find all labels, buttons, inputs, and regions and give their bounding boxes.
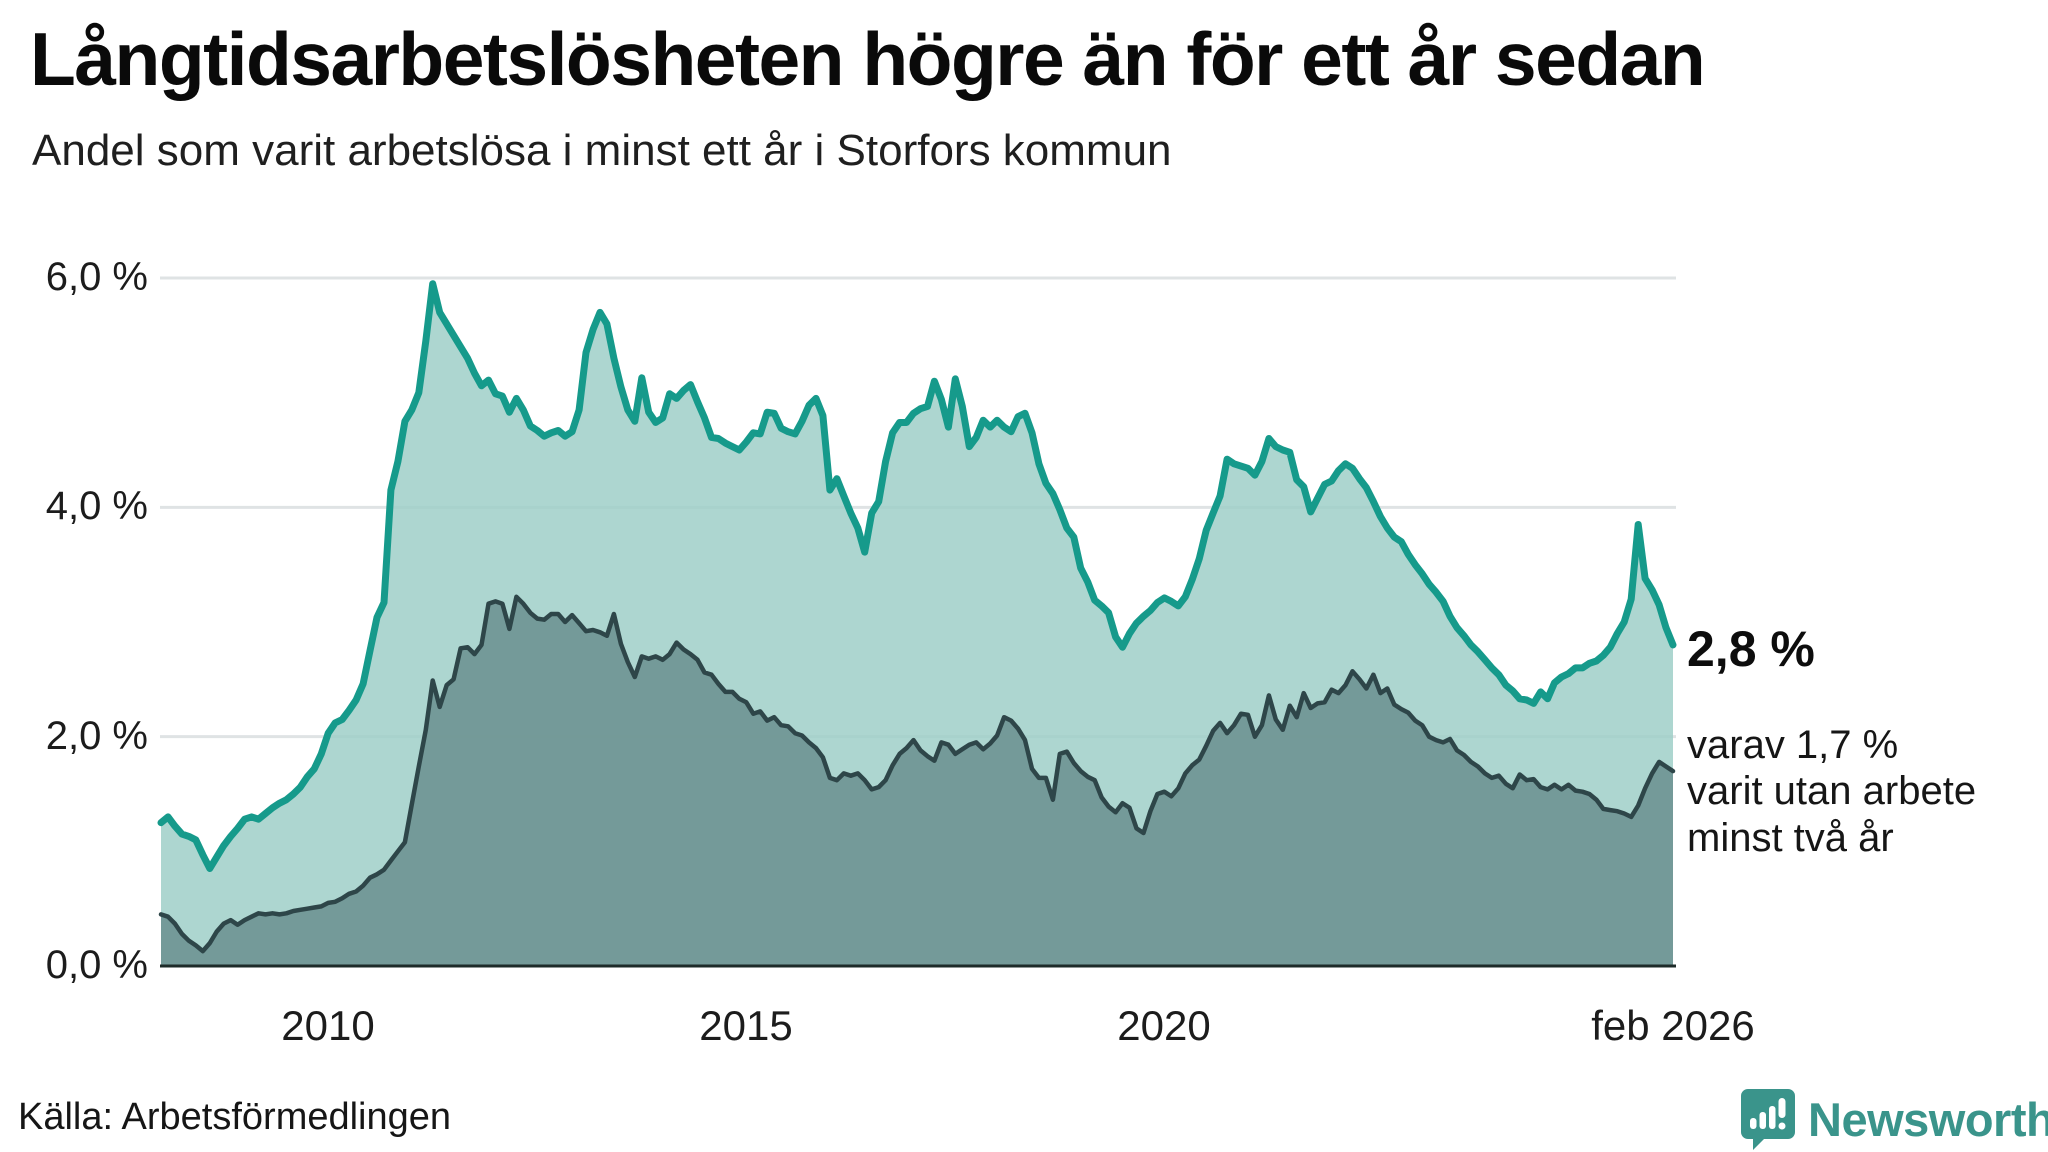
chart-speech-bubble-icon <box>1741 1089 1795 1150</box>
source-credit: Källa: Arbetsförmedlingen <box>18 1096 452 1138</box>
series-areas <box>161 283 1673 966</box>
series-end-note: varav 1,7 % varit utan arbete minst två … <box>1687 722 1976 861</box>
y-tick-label: 4,0 % <box>45 484 148 529</box>
series-end-value-label: 2,8 % <box>1687 621 1815 677</box>
page-title: Långtidsarbetslösheten högre än för ett … <box>30 17 1706 101</box>
end-note-line: varav 1,7 % <box>1687 723 1899 767</box>
x-tick-label: 2010 <box>281 1002 375 1049</box>
series-lines <box>157 280 1677 954</box>
y-tick-label: 0,0 % <box>45 943 148 987</box>
page-subtitle: Andel som varit arbetslösa i minst ett å… <box>32 126 1172 175</box>
x-tick-label: 2015 <box>699 1002 793 1049</box>
end-note-line: minst två år <box>1687 815 1894 860</box>
x-tick-label: feb 2026 <box>1591 1002 1755 1049</box>
x-tick-label: 2020 <box>1117 1002 1211 1049</box>
newsworthy-logo: Newsworthy <box>1740 1088 2048 1150</box>
end-note-line: varit utan arbete <box>1687 769 1977 814</box>
logo-wordmark: Newsworthy <box>1808 1092 2048 1146</box>
y-tick-label: 6,0 % <box>45 255 148 299</box>
y-tick-label: 2,0 % <box>45 713 148 758</box>
